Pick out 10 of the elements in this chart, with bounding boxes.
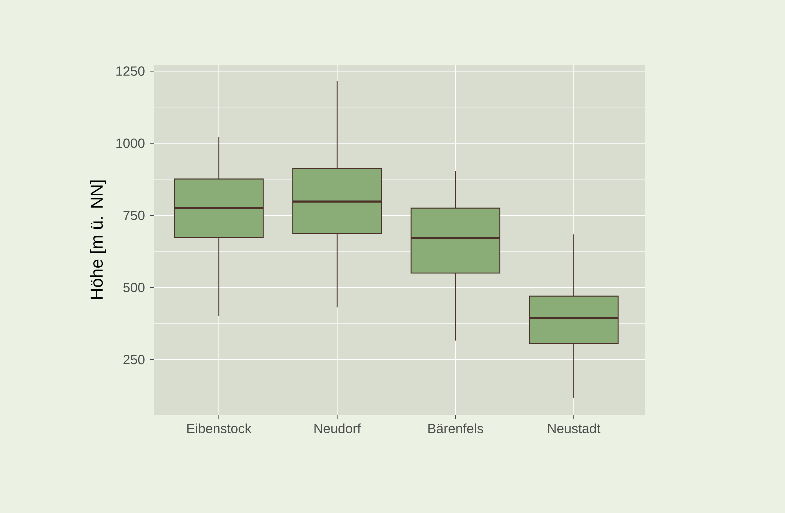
y-tick-label: 750 (124, 210, 145, 220)
y-tick-label: 500 (124, 283, 145, 292)
y-tick-label: 1250 (116, 66, 145, 76)
x-tick-label: Bärenfels (428, 424, 484, 434)
x-tick-label: Eibenstock (188, 424, 252, 434)
y-tick-label: 250 (124, 355, 145, 365)
y-axis-title: Höhe [m ü. NN] (90, 180, 106, 300)
x-tick-label: Neustadt (548, 424, 601, 434)
y-tick-label: 1000 (116, 138, 145, 148)
x-tick-label: Neudorf (314, 424, 362, 434)
